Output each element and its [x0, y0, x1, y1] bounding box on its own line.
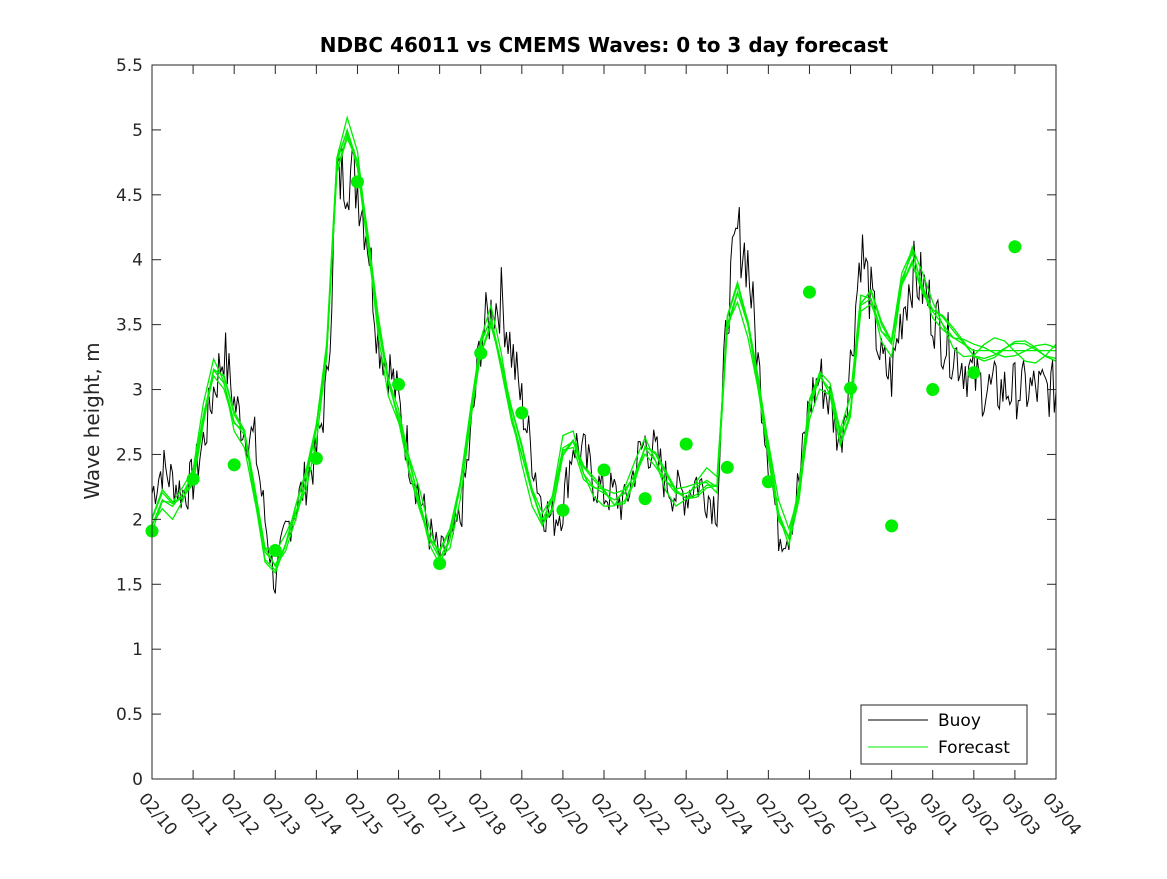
- y-tick-label: 5: [132, 121, 143, 141]
- forecast-marker: [761, 475, 775, 489]
- series-forecast-line: [151, 115, 1057, 559]
- forecast-marker: [515, 406, 529, 420]
- y-tick-label: 4.5: [116, 186, 143, 206]
- y-tick-label: 0: [132, 770, 143, 790]
- y-tick-label: 3: [132, 381, 143, 401]
- forecast-marker: [720, 460, 734, 474]
- y-axis-label: Wave height, m: [80, 342, 104, 499]
- forecast-marker: [474, 346, 488, 360]
- forecast-marker: [433, 557, 447, 571]
- forecast-marker: [926, 383, 940, 397]
- y-tick-label: 2.5: [116, 445, 143, 465]
- forecast-marker: [350, 175, 364, 189]
- forecast-marker: [802, 285, 816, 299]
- legend-label-forecast: Forecast: [938, 738, 1010, 758]
- forecast-marker: [638, 492, 652, 506]
- y-tick-label: 5.5: [116, 56, 143, 76]
- y-tick-label: 3.5: [116, 316, 143, 336]
- y-tick-label: 1: [132, 640, 143, 660]
- forecast-marker: [967, 366, 981, 380]
- legend-box: [860, 704, 1028, 765]
- legend-label-buoy: Buoy: [938, 711, 981, 731]
- y-tick-label: 2: [132, 510, 143, 530]
- forecast-marker: [1008, 240, 1022, 254]
- y-tick-label: 1.5: [116, 575, 143, 595]
- forecast-marker: [392, 377, 406, 391]
- y-tick-label: 4: [132, 251, 143, 271]
- forecast-marker: [309, 451, 323, 465]
- series-forecast-line: [151, 136, 1057, 575]
- forecast-marker: [268, 544, 282, 558]
- forecast-marker: [844, 381, 858, 395]
- chart-title: NDBC 46011 vs CMEMS Waves: 0 to 3 day fo…: [320, 33, 889, 57]
- series-buoy-line: [151, 147, 1057, 594]
- legend: Buoy Forecast: [860, 704, 1028, 765]
- forecast-marker: [597, 463, 611, 477]
- y-tick-label: 0.5: [116, 705, 143, 725]
- forecast-marker: [556, 503, 570, 517]
- forecast-marker: [679, 437, 693, 451]
- forecast-marker: [186, 472, 200, 486]
- forecast-marker: [885, 519, 899, 533]
- forecast-marker: [227, 458, 241, 472]
- plot-area: [145, 115, 1057, 594]
